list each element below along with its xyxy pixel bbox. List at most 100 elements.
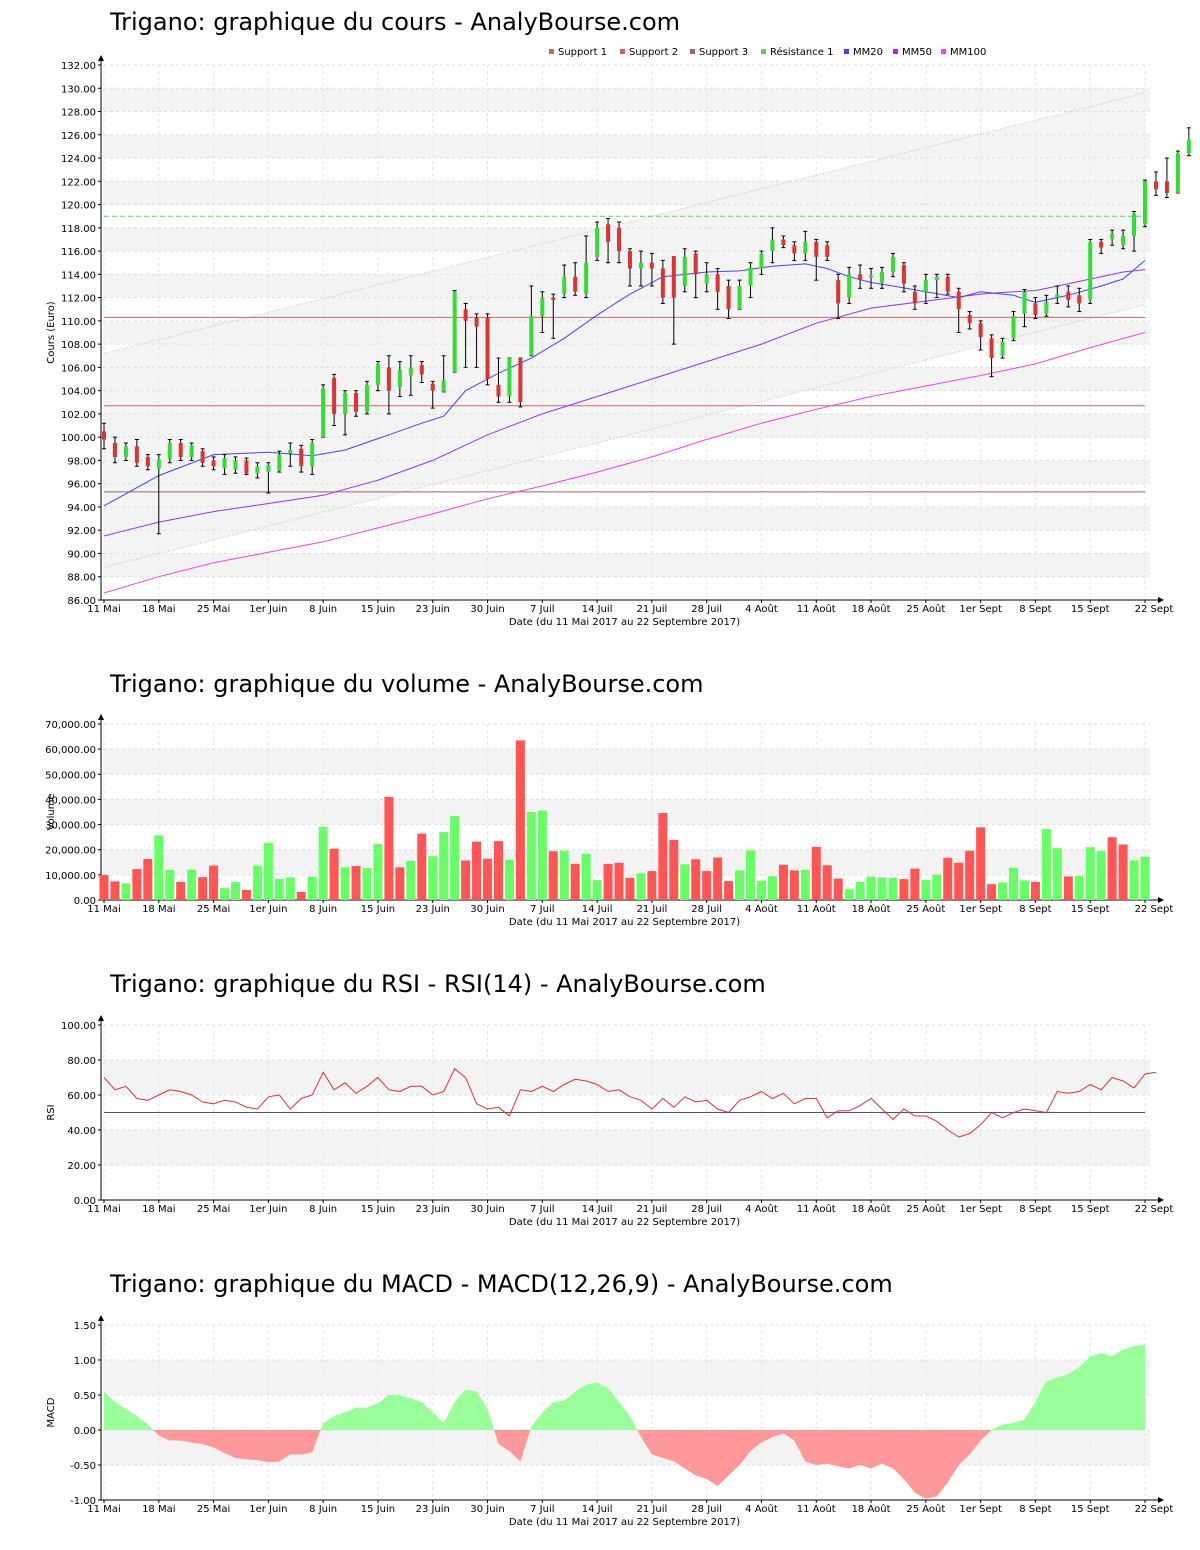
y-tick-label: 0.00	[74, 1426, 96, 1437]
volume-bar	[822, 865, 832, 900]
volume-chart: 0.00 10,000.00 20,000.00 30,000.00 40,000.00…	[45, 714, 1174, 928]
candle-body	[518, 358, 523, 403]
volume-bar	[833, 878, 843, 900]
y-tick-label: 118.00	[61, 224, 96, 235]
x-tick-label: 15 Juin	[361, 904, 395, 915]
x-tick-label: 1er Juin	[249, 904, 287, 915]
candle-body	[343, 392, 348, 414]
candle-body	[419, 365, 424, 375]
candle-body	[704, 274, 709, 284]
candle-body	[1022, 291, 1027, 314]
x-tick-label: 11 Mai	[87, 1504, 120, 1515]
grid-band	[104, 274, 1150, 298]
volume-bar	[789, 870, 799, 900]
candle-body	[617, 227, 622, 252]
y-axis-label: Cours (Euro)	[46, 301, 57, 364]
legend-swatch	[893, 49, 898, 54]
candle-body	[310, 442, 315, 467]
candle-body	[912, 291, 917, 304]
grid-band	[104, 506, 1150, 531]
y-tick-label: 108.00	[61, 340, 96, 351]
candle-body	[134, 446, 139, 463]
candle-body	[551, 297, 556, 300]
candle-body	[233, 460, 238, 470]
volume-bar	[800, 869, 810, 900]
x-tick-label: 18 Août	[852, 603, 891, 615]
grid-band	[104, 799, 1150, 825]
x-tick-label: 15 Sept	[1071, 904, 1110, 915]
candle-body	[485, 317, 490, 380]
candle-body	[748, 267, 753, 286]
volume-bar	[307, 876, 317, 900]
volume-panel: Trigano: graphique du volume - AnalyBour…	[0, 660, 1200, 940]
volume-bar	[921, 880, 931, 900]
y-tick-label: 70,000.00	[45, 720, 96, 731]
x-tick-label: 14 Juil	[582, 604, 613, 615]
x-tick-label: 22 Sept	[1135, 1204, 1174, 1215]
x-tick-label: 8 Juin	[309, 1204, 337, 1215]
volume-bar	[680, 864, 690, 900]
candle-body	[463, 309, 468, 321]
legend-label: MM100	[950, 47, 986, 58]
x-tick-label: 22 Sept	[1135, 904, 1174, 915]
x-tick-label: 11 Août	[797, 903, 836, 915]
x-tick-label: 21 Juil	[637, 1204, 668, 1215]
price-panel: Trigano: graphique du cours - AnalyBours…	[0, 0, 1200, 640]
candle-body	[332, 377, 337, 414]
candle-body	[803, 241, 808, 254]
grid-band	[104, 134, 1150, 159]
x-tick-label: 7 Juil	[530, 904, 554, 915]
x-tick-label: 21 Juil	[637, 1504, 668, 1515]
candle-body	[255, 466, 260, 474]
y-tick-label: -1.00	[70, 1496, 96, 1507]
legend-swatch	[690, 49, 695, 54]
y-tick-label: 126.00	[61, 131, 96, 142]
y-tick-label: 0.00	[74, 896, 96, 907]
x-tick-label: 15 Sept	[1071, 1204, 1110, 1215]
volume-bar	[614, 862, 624, 900]
candle-body	[1011, 316, 1016, 339]
x-tick-label: 11 Mai	[87, 604, 120, 615]
x-tick-label: 25 Août	[906, 903, 945, 915]
volume-bar	[1063, 876, 1073, 900]
volume-bar	[274, 878, 284, 900]
x-tick-label: 8 Sept	[1019, 904, 1051, 915]
candle-body	[1153, 181, 1158, 190]
mm50-line	[103, 269, 1146, 537]
volume-bar	[756, 880, 766, 900]
macd-area-positive	[104, 1391, 154, 1430]
volume-bar	[1129, 860, 1139, 900]
macd-area-negative	[637, 1430, 992, 1499]
candle-body	[660, 268, 665, 298]
volume-bar	[1085, 847, 1095, 900]
candle-body	[825, 245, 830, 257]
candle-body	[1164, 181, 1169, 193]
candle-body	[277, 454, 282, 471]
y-tick-label: 128.00	[61, 108, 96, 119]
x-tick-label: 7 Juil	[530, 1504, 554, 1515]
y-tick-label: 50,000.00	[45, 770, 96, 781]
grid-band	[104, 1130, 1150, 1165]
grid-band	[104, 320, 1150, 345]
volume-bar	[976, 827, 986, 900]
volume-bar	[252, 865, 262, 900]
x-tick-label: 4 Août	[745, 603, 778, 615]
x-tick-label: 28 Juil	[691, 604, 722, 615]
x-tick-label: 8 Juin	[309, 1504, 337, 1515]
volume-bar	[669, 839, 679, 900]
y-tick-label: 88.00	[67, 573, 96, 584]
y-tick-label: 20.00	[67, 1161, 96, 1172]
rsi-chart: 0.00 20.00 40.00 60.00 80.00 100.00 Date (du 1…	[46, 1015, 1174, 1228]
x-tick-label: 15 Sept	[1071, 1504, 1110, 1515]
y-tick-label: 92.00	[67, 526, 96, 537]
x-tick-label: 25 Août	[906, 1203, 945, 1215]
trend-channel-lower	[103, 304, 1146, 568]
candle-body	[112, 442, 117, 457]
candle-body	[299, 448, 304, 467]
x-tick-label: 25 Mai	[197, 904, 230, 915]
macd-area-positive	[530, 1382, 638, 1430]
candle-body	[726, 285, 731, 310]
y-tick-label: 1.00	[74, 1356, 96, 1367]
candle-body	[540, 297, 545, 317]
x-axis-arrow	[1158, 1497, 1164, 1503]
